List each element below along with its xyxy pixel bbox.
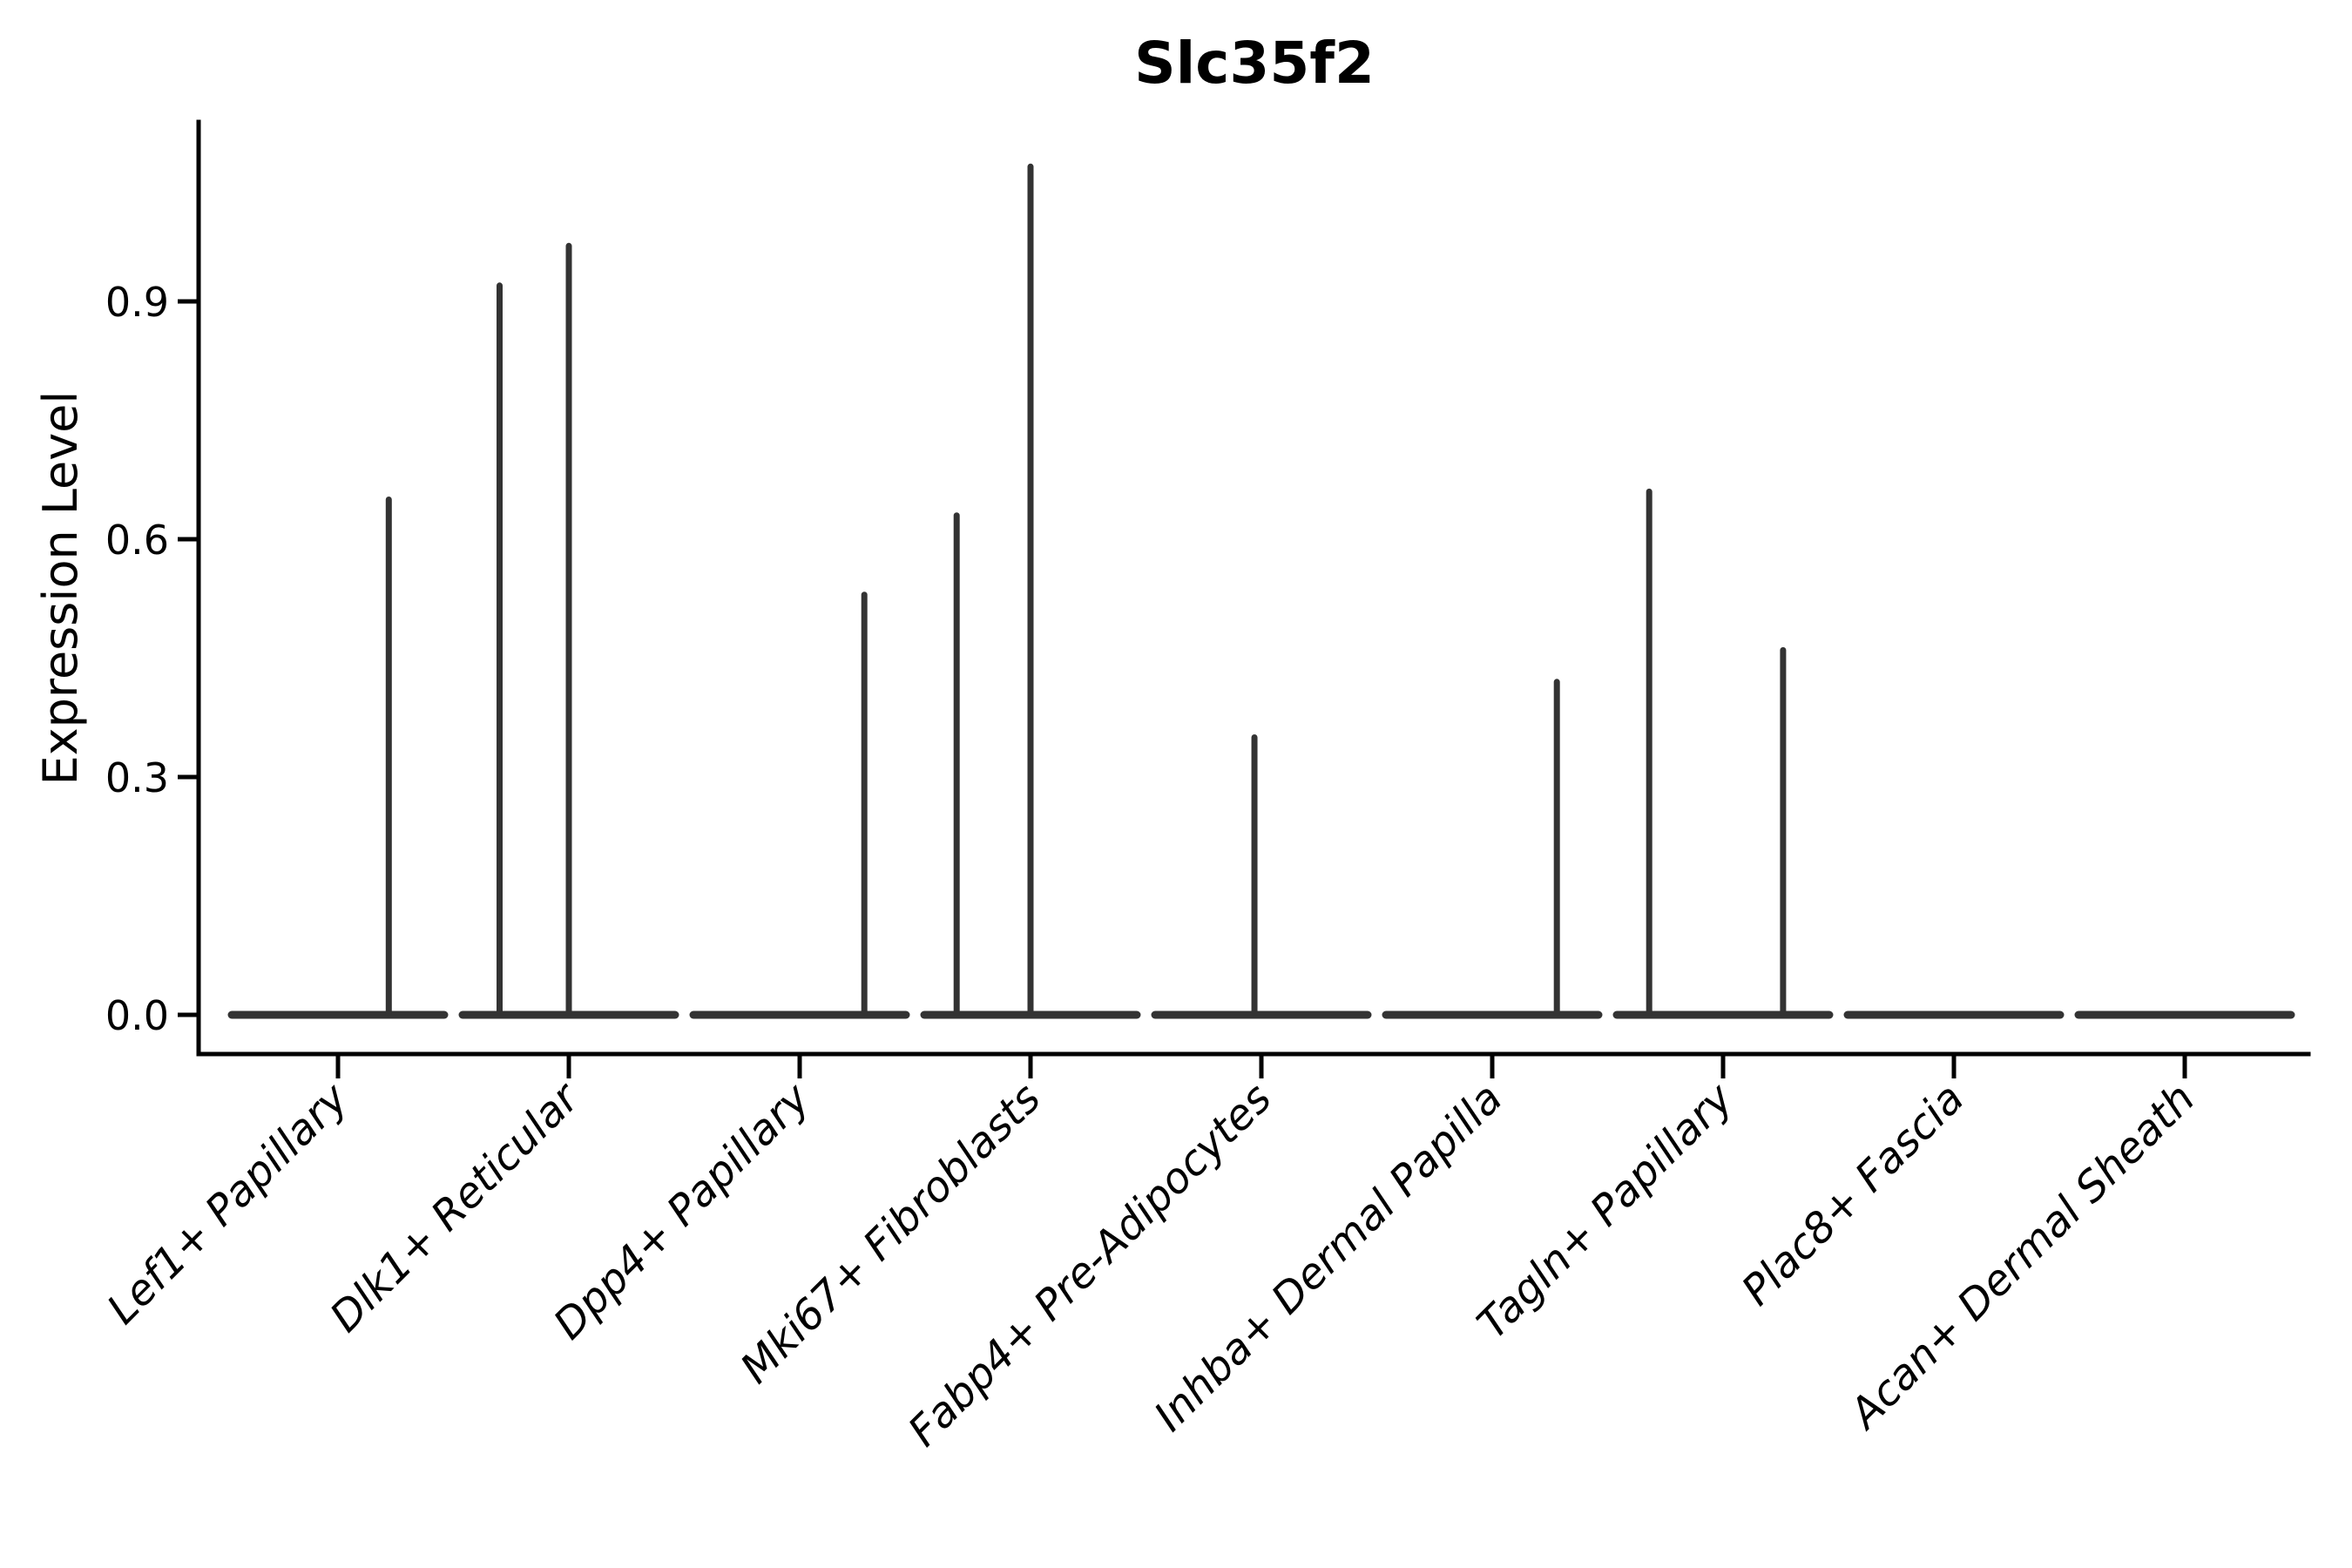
y-tick-label: 0.9 (105, 279, 169, 326)
y-axis-ticks: 0.0 0.3 0.6 0.9 (105, 279, 199, 1039)
chart-title: Slc35f2 (1134, 30, 1375, 97)
x-tick-label: Dpp4+ Papillary (544, 1073, 820, 1348)
y-tick-label: 0.0 (105, 992, 169, 1039)
violins (227, 163, 2295, 1019)
y-tick-label: 0.6 (105, 517, 169, 564)
x-tick-label: Lef1+ Papillary (98, 1073, 358, 1334)
x-tick-label: Dlk1+ Reticular (321, 1072, 591, 1342)
x-tick-label: Fabp4+ Pre-Adipocytes (899, 1074, 1281, 1456)
y-axis-label: Expression Level (33, 391, 88, 786)
x-tick-label: Tagln+ Papillary (1468, 1073, 1743, 1348)
x-tick-label: Plac8+ Fascia (1733, 1074, 1974, 1315)
y-tick-label: 0.3 (105, 754, 169, 801)
x-axis-ticks (335, 1054, 2187, 1078)
